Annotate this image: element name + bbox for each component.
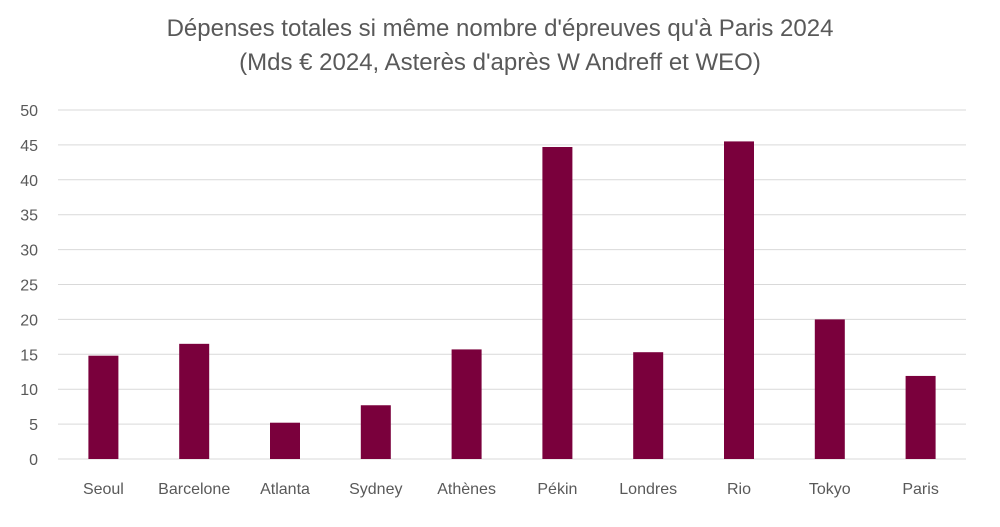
bars [88, 141, 936, 459]
bar-athènes [451, 349, 482, 459]
bar-londres [633, 352, 664, 459]
y-tick-label: 10 [20, 382, 38, 399]
y-tick-label: 20 [20, 312, 38, 329]
bar-paris [905, 375, 936, 459]
y-tick-label: 30 [20, 243, 38, 260]
x-category-label: Seoul [83, 481, 124, 498]
x-category-label: Atlanta [260, 481, 310, 498]
x-category-label: Sydney [349, 481, 402, 498]
y-tick-label: 35 [20, 208, 38, 225]
x-category-label: Athènes [437, 481, 496, 498]
x-category-label: Pékin [537, 481, 577, 498]
x-axis-category-labels: Seoul Barcelone Atlanta Sydney Athènes Pékin L… [83, 481, 939, 498]
y-tick-label: 0 [29, 452, 38, 469]
gridlines [58, 109, 966, 460]
y-tick-label: 5 [29, 417, 38, 434]
y-tick-label: 25 [20, 278, 38, 295]
x-category-label: Paris [902, 481, 938, 498]
bar-sydney [360, 405, 391, 459]
x-category-label: Barcelone [158, 481, 230, 498]
bar-tokyo [814, 319, 845, 459]
bar-atlanta [270, 422, 300, 459]
y-tick-label: 45 [20, 138, 38, 155]
y-tick-label: 40 [20, 173, 38, 190]
chart-title: Dépenses totales si même nombre d'épreuv… [0, 12, 1000, 80]
x-category-label: Tokyo [809, 481, 851, 498]
bar-pékin [542, 146, 573, 459]
chart-title-line-1: Dépenses totales si même nombre d'épreuv… [166, 15, 834, 42]
y-tick-label: 50 [20, 103, 38, 120]
bar-rio [724, 141, 754, 459]
x-category-label: Rio [727, 481, 751, 498]
bar-seoul [88, 355, 119, 459]
bar-barcelone [179, 343, 210, 459]
y-axis-tick-labels: 0 5 10 15 20 25 30 35 40 45 50 [20, 103, 38, 469]
x-category-label: Londres [619, 481, 677, 498]
chart-title-line-2: (Mds € 2024, Asterès d'après W Andreff e… [239, 49, 761, 76]
y-tick-label: 15 [20, 347, 38, 364]
